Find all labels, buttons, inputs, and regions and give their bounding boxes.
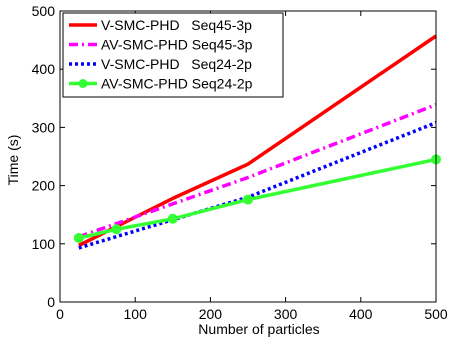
y-tick-label: 0 bbox=[47, 294, 55, 310]
plot-frame bbox=[59, 10, 437, 303]
series-line-1 bbox=[78, 34, 437, 248]
series-4-point bbox=[73, 232, 84, 243]
axes: 0 100 200 300 400 500 0 100 200 300 400 500 bbox=[32, 3, 448, 322]
x-tick-label: 200 bbox=[199, 306, 223, 322]
y-tick-label: 100 bbox=[32, 236, 56, 252]
series-line-2 bbox=[78, 103, 437, 239]
series-4-point bbox=[111, 224, 122, 235]
x-tick-label: 500 bbox=[424, 306, 448, 322]
x-tick-label: 100 bbox=[124, 306, 148, 322]
x-tick-label: 300 bbox=[274, 306, 298, 322]
legend-label-2: AV-SMC-PHD Seq45-3p bbox=[101, 37, 253, 53]
x-tick-label: 0 bbox=[56, 306, 64, 322]
y-tick-label: 200 bbox=[32, 178, 56, 194]
legend-box bbox=[62, 12, 284, 98]
legend-label-1: V-SMC-PHD Seq45-3p bbox=[101, 17, 252, 33]
legend-label-3: V-SMC-PHD Seq24-2p bbox=[101, 56, 252, 72]
legend-label-4: AV-SMC-PHD Seq24-2p bbox=[101, 76, 253, 92]
x-axis-label: Number of particles bbox=[198, 321, 319, 337]
plot-area bbox=[73, 34, 441, 250]
legend: V-SMC-PHD Seq45-3p AV-SMC-PHD Seq45-3p V-S… bbox=[62, 12, 284, 98]
y-tick-label: 300 bbox=[32, 119, 56, 135]
series-4-point bbox=[243, 194, 253, 205]
legend-marker-4 bbox=[78, 79, 88, 88]
y-tick-label: 500 bbox=[32, 3, 56, 19]
series-4-point bbox=[167, 213, 178, 224]
y-tick-label: 400 bbox=[32, 61, 56, 77]
x-tick-label: 400 bbox=[349, 306, 373, 322]
y-axis-label: Time (s) bbox=[5, 135, 21, 186]
